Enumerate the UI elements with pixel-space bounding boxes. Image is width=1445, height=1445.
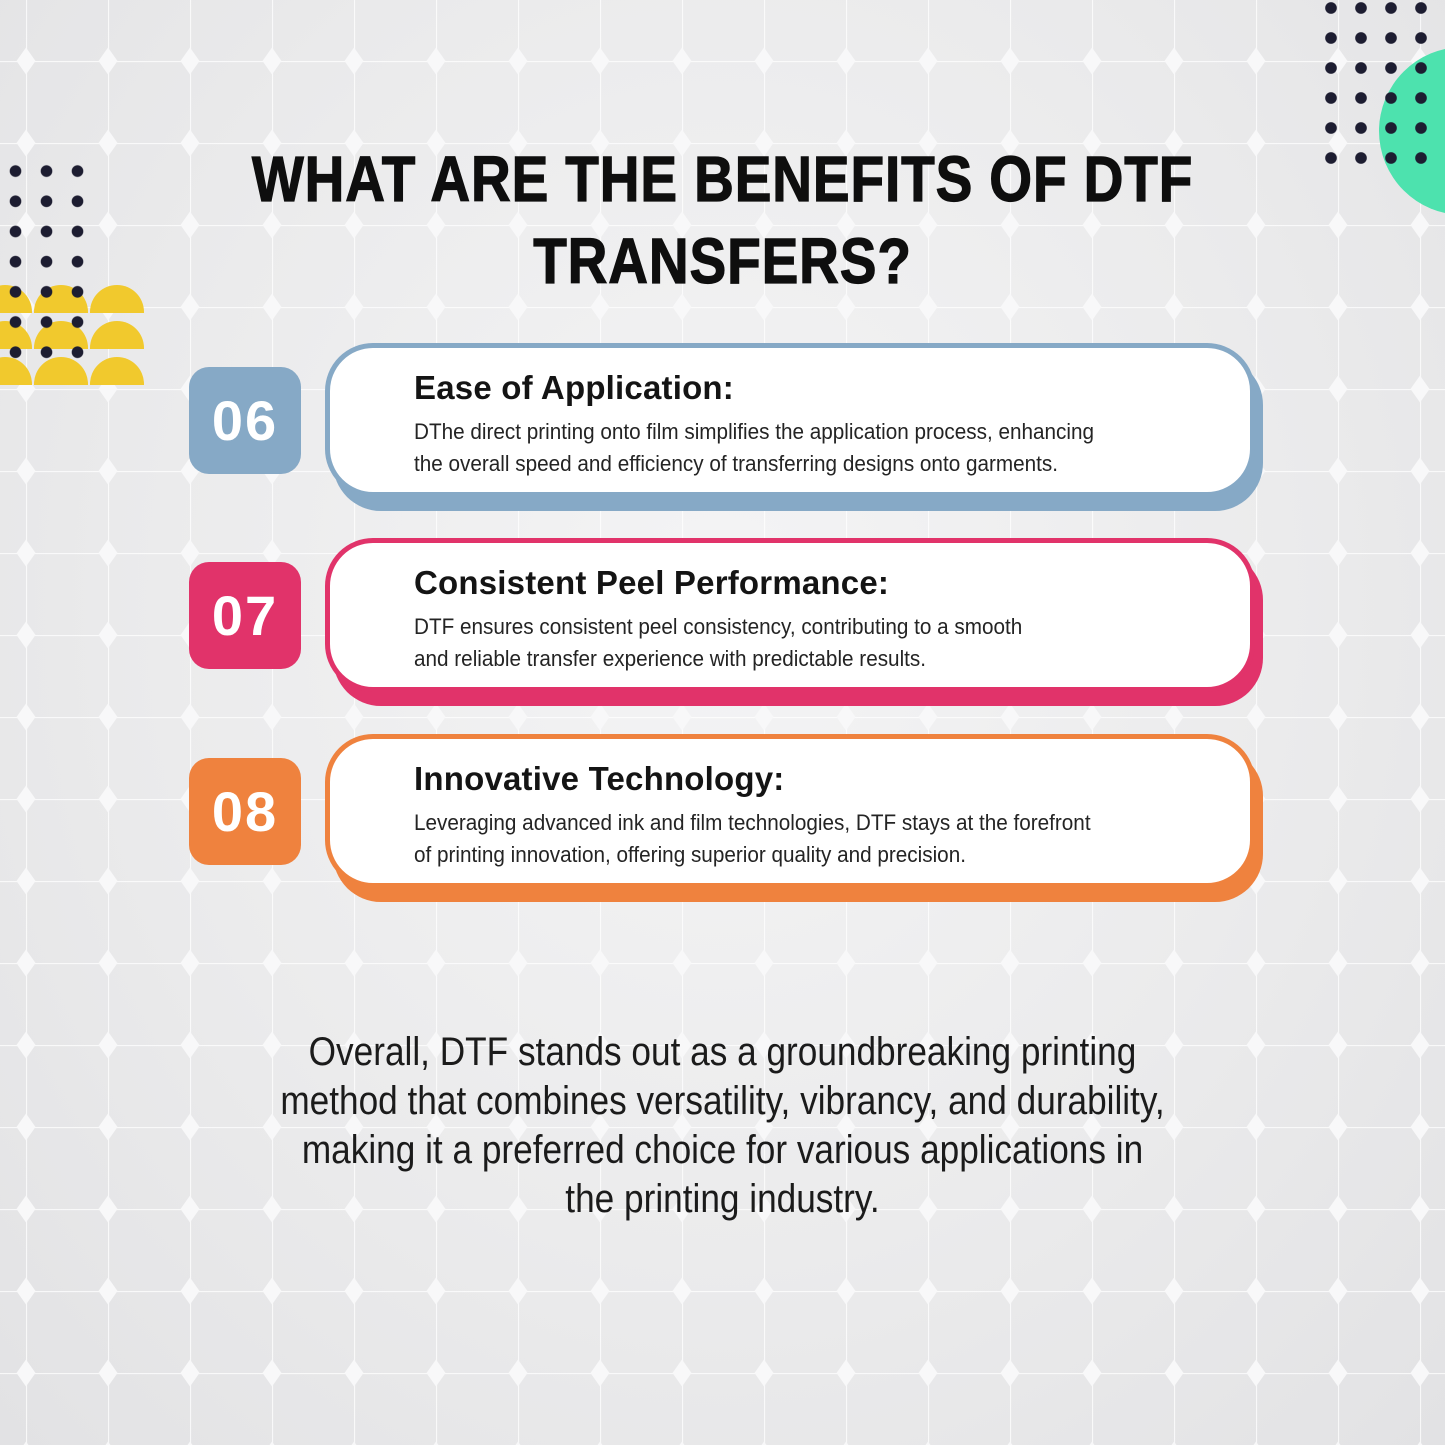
conclusion-line: making it a preferred choice for various… <box>301 1128 1144 1172</box>
benefit-number-badge: 07 <box>189 561 301 669</box>
conclusion-line: Overall, DTF stands out as a groundbreak… <box>308 1030 1137 1074</box>
benefit-title: Consistent Peel Performance: <box>414 564 890 601</box>
conclusion-paragraph: Overall, DTF stands out as a groundbreak… <box>0 1028 1445 1224</box>
benefit-description-line: and reliable transfer experience with pr… <box>414 646 927 671</box>
benefit-number-badge: 08 <box>189 757 301 865</box>
page-title: WHAT ARE THE BENEFITS OF DTF TRANSFERS? <box>0 138 1445 302</box>
page-title-line-1: WHAT ARE THE BENEFITS OF DTF <box>251 142 1194 215</box>
benefit-card: Consistent Peel Performance: DTF ensures… <box>325 538 1255 692</box>
benefit-item-06: 06 Ease of Application: DThe direct prin… <box>189 343 1255 497</box>
scallop-shape <box>90 357 144 385</box>
benefit-item-07: 07 Consistent Peel Performance: DTF ensu… <box>189 538 1255 692</box>
dot-grid-top-right <box>1316 0 1437 174</box>
benefit-description-line: Leveraging advanced ink and film technol… <box>414 810 1091 835</box>
benefit-description-line: DThe direct printing onto film simplifie… <box>414 419 1095 444</box>
benefit-card: Ease of Application: DThe direct printin… <box>325 343 1255 497</box>
benefit-description-line: DTF ensures consistent peel consistency,… <box>414 614 1023 639</box>
scallop-shape <box>90 321 144 349</box>
benefit-number-badge: 06 <box>189 366 301 474</box>
conclusion-line: the printing industry. <box>565 1177 880 1221</box>
benefit-title: Innovative Technology: <box>414 760 785 797</box>
benefit-description-line: the overall speed and efficiency of tran… <box>414 451 1058 476</box>
benefit-title: Ease of Application: <box>414 369 734 406</box>
benefit-item-08: 08 Innovative Technology: Leveraging adv… <box>189 734 1255 888</box>
conclusion-line: method that combines versatility, vibran… <box>280 1079 1165 1123</box>
benefit-description-line: of printing innovation, offering superio… <box>414 842 966 867</box>
benefit-card: Innovative Technology: Leveraging advanc… <box>325 734 1255 888</box>
page-title-line-2: TRANSFERS? <box>533 224 912 297</box>
dot-grid-left <box>0 156 93 368</box>
